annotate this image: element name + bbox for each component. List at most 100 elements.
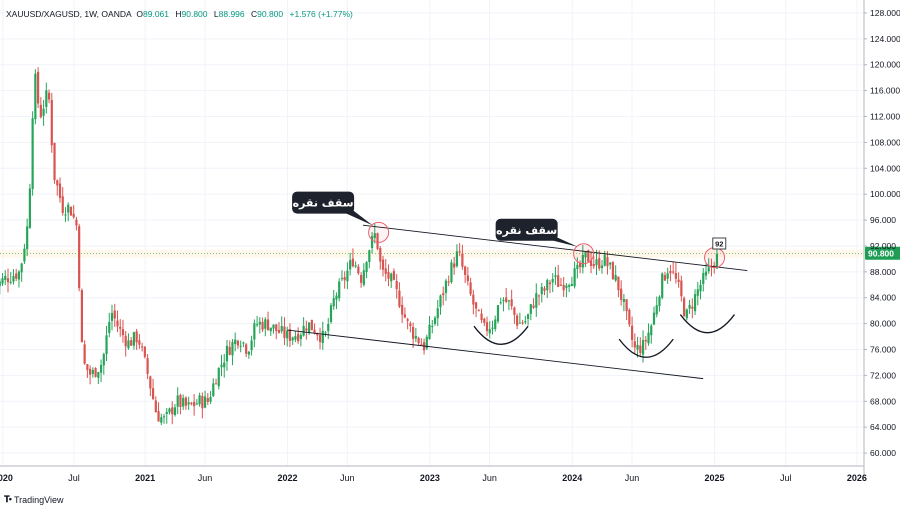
candle-up [223, 362, 226, 368]
candle-down [398, 290, 401, 307]
candle-up [99, 365, 103, 373]
candle-up [666, 273, 669, 279]
low-value: 88.996 [218, 9, 245, 19]
candle-down [633, 341, 636, 348]
candle-down [447, 281, 450, 283]
candle-up [247, 351, 250, 355]
axes: 128.000 124.000 120.000 116.000 112.000 108.0… [0, 0, 900, 483]
candle-down [275, 324, 278, 332]
candle-down [80, 290, 83, 343]
price-tick-label: 60.000 [870, 448, 896, 458]
symbol-label: XAUUSD/XAGUSD, 1W, OANDA [6, 9, 132, 19]
time-tick-label: Jun [198, 473, 213, 483]
candle-up [302, 325, 305, 336]
candle-down [116, 320, 119, 327]
channel-lower-line [287, 329, 704, 380]
chart-legend: XAUUSD/XAGUSD, 1W, OANDA O89.061 H90.800… [6, 9, 353, 19]
open-value: 89.061 [143, 9, 169, 19]
candle-up [34, 73, 37, 120]
highlight-circles [368, 221, 726, 269]
candle-down [277, 329, 281, 333]
candle-up [4, 275, 7, 281]
candle-down [318, 335, 322, 342]
price-tick-label: 120.000 [870, 60, 900, 70]
candle-up [581, 254, 584, 268]
candle-up [518, 322, 521, 324]
candle-up [327, 323, 330, 332]
candle-up [23, 248, 26, 262]
candle-up [31, 118, 34, 189]
brand[interactable]: 𝐓• TradingView [4, 494, 63, 505]
candle-down [130, 340, 133, 346]
price-tick-label: 100.000 [870, 189, 900, 199]
candle-down [310, 319, 313, 331]
candle-up [584, 251, 587, 258]
candle-down [598, 258, 601, 269]
candle-up [658, 296, 661, 307]
candle-up [324, 332, 327, 334]
candle-up [444, 280, 448, 294]
top-circle-1 [368, 221, 390, 243]
price-tick-label: 64.000 [870, 422, 896, 432]
annotation-box [292, 191, 355, 214]
candle-up [494, 319, 497, 329]
candle-down [184, 397, 188, 406]
candle-up [182, 397, 185, 407]
time-tick-label: Jun [625, 473, 640, 483]
rounded-bottom-arc-2 [618, 338, 674, 358]
candle-down [171, 407, 174, 415]
last-price-tag-label: 90.800 [868, 249, 894, 259]
candle-up [496, 305, 500, 322]
candle-down [381, 259, 385, 270]
channel-upper-line [362, 224, 748, 271]
price-tick-label: 116.000 [870, 86, 900, 96]
candle-down [442, 293, 445, 296]
candle-up [332, 298, 335, 307]
candle-down [587, 250, 590, 262]
candle-down [135, 331, 138, 343]
candle-down [401, 304, 404, 315]
price-tick-label: 124.000 [870, 34, 900, 44]
candle-down [548, 282, 552, 285]
candle-up [132, 332, 136, 346]
candle-up [370, 236, 374, 249]
time-tick-label: Jun [482, 473, 497, 483]
candle-up [696, 289, 699, 296]
candle-down [516, 315, 519, 326]
high-label: H [175, 9, 182, 19]
candle-down [69, 207, 73, 216]
last-price-tag [865, 246, 900, 260]
candle-up [524, 321, 527, 323]
candle-up [97, 372, 100, 378]
candle-up [291, 337, 294, 341]
candle-up [299, 335, 302, 339]
candle-down [395, 281, 398, 290]
candle-up [526, 314, 530, 319]
candle-down [469, 282, 472, 295]
candle-down [620, 288, 623, 300]
candle-down [513, 307, 516, 315]
candle-down [83, 344, 86, 364]
silver-ceiling-label-1: سقف نقره [293, 197, 354, 210]
candle-up [491, 327, 494, 329]
rounded-bottom-arc-3 [679, 314, 735, 334]
candle-down [214, 383, 218, 385]
candle-up [28, 188, 31, 228]
candle-up [225, 345, 229, 362]
candle-up [641, 340, 645, 355]
candle-down [37, 71, 40, 104]
candle-up [195, 403, 198, 405]
candle-up [168, 408, 171, 413]
trendlines [287, 224, 748, 380]
candle-down [297, 333, 300, 342]
candle-up [554, 275, 557, 277]
candle-down [543, 288, 546, 291]
candle-down [143, 346, 146, 357]
candle-up [636, 344, 639, 350]
candle-down [283, 326, 286, 338]
candle-down [245, 344, 248, 354]
candle-down [617, 276, 620, 291]
candle-up [335, 295, 338, 300]
candle-up [1, 278, 4, 284]
price-badge-label: 92 [715, 240, 723, 249]
